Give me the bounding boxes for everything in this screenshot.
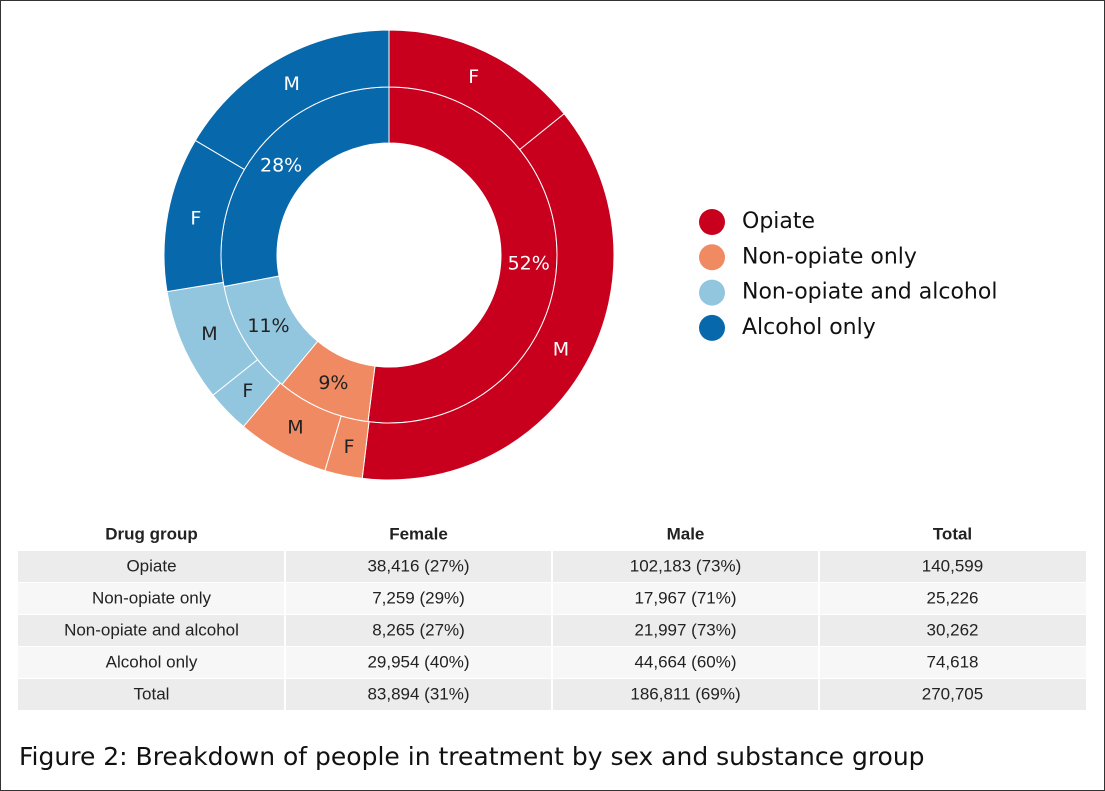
table-cell: 102,183 (73%) (630, 556, 742, 575)
table-cell: Non-opiate and alcohol (64, 620, 239, 639)
sex-label: F (242, 380, 253, 402)
table-cell: Opiate (126, 556, 176, 575)
table-cell: Alcohol only (106, 652, 198, 671)
table-cell: 8,265 (27%) (372, 620, 465, 639)
table-header: Total (933, 524, 972, 543)
legend-label: Non-opiate only (742, 244, 917, 269)
legend-swatch (699, 244, 725, 271)
legend-label: Non-opiate and alcohol (742, 280, 997, 305)
table-cell: 140,599 (922, 556, 983, 575)
table-cell: 38,416 (27%) (367, 556, 469, 575)
table-cell: 7,259 (29%) (372, 588, 465, 607)
table-cell: 29,954 (40%) (367, 652, 469, 671)
table-header: Female (389, 524, 448, 543)
table-cell: 44,664 (60%) (634, 652, 736, 671)
segment-label: 28% (260, 154, 302, 176)
table-cell: 25,226 (927, 588, 979, 607)
sex-label: M (287, 416, 303, 438)
legend-label: Opiate (742, 209, 815, 234)
table-cell: 83,894 (31%) (367, 684, 469, 703)
table-cell: 74,618 (927, 652, 979, 671)
table-cell: 21,997 (73%) (634, 620, 736, 639)
legend-label: Alcohol only (742, 315, 876, 340)
legend-swatch (699, 209, 725, 235)
sex-label: M (201, 323, 217, 345)
table-header: Male (667, 524, 705, 543)
table-cell: Non-opiate only (92, 588, 212, 607)
caption: Figure 2: Breakdown of people in treatme… (19, 742, 925, 771)
outer-segment (194, 29, 390, 171)
sex-label: F (468, 66, 479, 88)
segment-label: 11% (247, 315, 289, 337)
table-cell: 17,967 (71%) (634, 588, 736, 607)
legend-swatch (699, 314, 725, 341)
table-header: Drug group (105, 524, 198, 543)
legend-swatch (699, 279, 725, 306)
sex-label: F (344, 436, 355, 458)
table-cell: 186,811 (69%) (630, 684, 740, 703)
outer-segment (361, 113, 615, 481)
sex-label: M (553, 339, 569, 361)
table-cell: 270,705 (922, 684, 983, 703)
table-cell: 30,262 (927, 620, 979, 639)
segment-label: 9% (318, 372, 348, 394)
segment-label: 52% (508, 252, 550, 274)
sex-label: F (190, 207, 201, 229)
sex-label: M (283, 73, 299, 95)
table-cell: Total (134, 684, 170, 703)
